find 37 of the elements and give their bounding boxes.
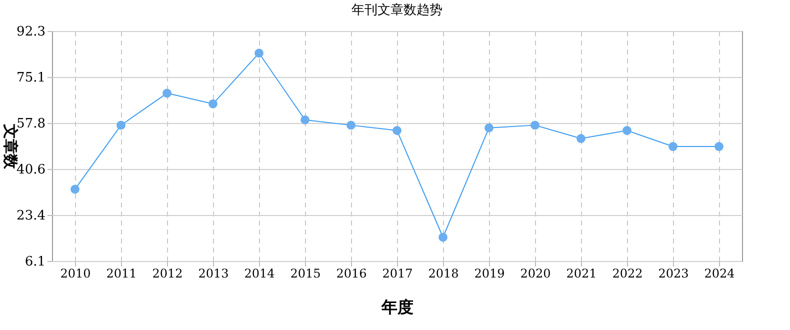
point: [714, 142, 724, 151]
x-tick-label: 2023: [658, 266, 689, 280]
y-tick-label: 75.1: [16, 70, 46, 86]
point: [576, 134, 586, 143]
point: [70, 184, 80, 194]
point: [346, 120, 356, 130]
point: [392, 126, 402, 135]
y-tick-label: 92.3: [16, 24, 46, 40]
point: [622, 126, 632, 135]
point: [162, 88, 172, 98]
point: [438, 232, 448, 242]
x-tick-label: 2016: [336, 266, 367, 280]
point: [208, 99, 218, 108]
x-tick-label: 2020: [520, 266, 551, 280]
x-tick-label: 2010: [60, 266, 91, 280]
x-tick-label: 2021: [566, 266, 597, 280]
x-axis-title: 年度: [380, 298, 414, 316]
chart-title: 年刊文章数趋势: [352, 3, 442, 18]
point: [116, 120, 126, 130]
point: [530, 120, 540, 130]
x-tick-label: 2011: [106, 266, 137, 280]
point: [668, 142, 678, 151]
x-tick-label: 2022: [612, 266, 643, 280]
y-tick-label: 6.1: [24, 254, 46, 270]
point: [484, 123, 494, 132]
x-tick-label: 2013: [198, 266, 229, 280]
x-tick-label: 2014: [244, 266, 276, 280]
point: [300, 115, 310, 124]
x-tick-label: 2024: [704, 266, 736, 280]
x-tick-label: 2018: [428, 266, 459, 280]
x-tick-label: 2017: [382, 266, 413, 280]
x-tick-label: 2012: [152, 266, 183, 280]
y-tick-label: 40.6: [16, 162, 46, 178]
x-tick-label: 2019: [474, 266, 505, 280]
x-tick-label: 2015: [290, 266, 321, 280]
point: [254, 48, 264, 58]
y-tick-label: 23.4: [16, 208, 46, 224]
